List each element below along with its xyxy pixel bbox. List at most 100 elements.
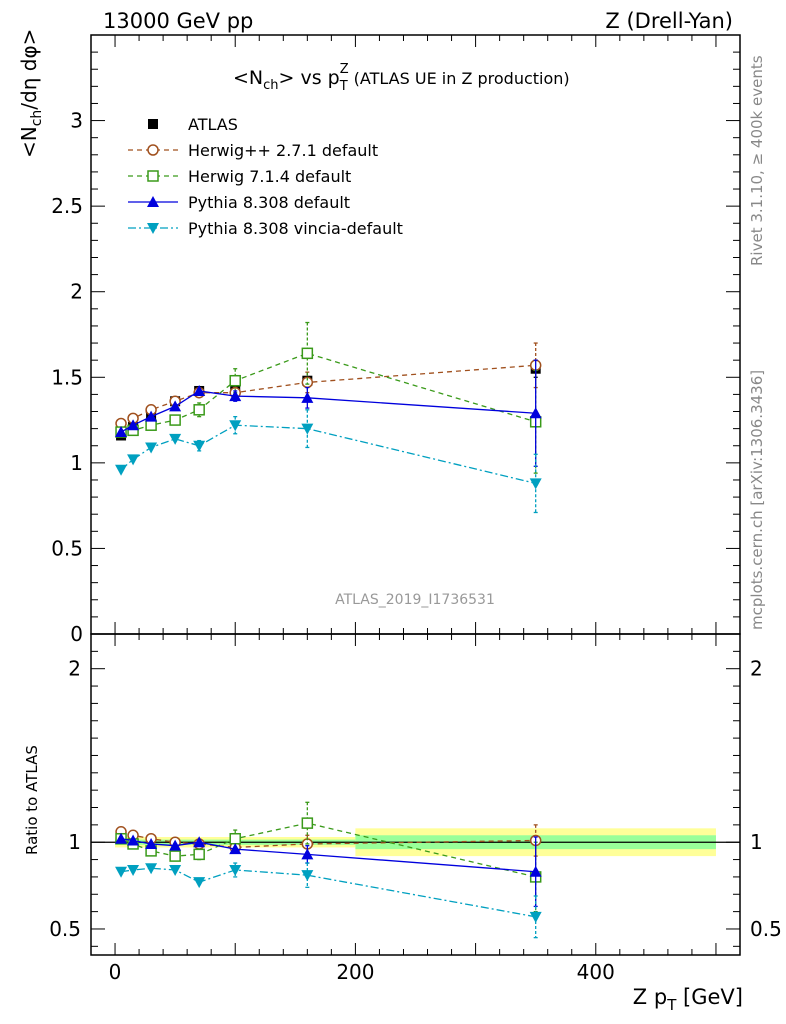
main-point-pythia [169, 400, 182, 412]
ratio-point-herwig7 [193, 848, 205, 861]
ratio-ytick-label-right: 1 [750, 830, 763, 854]
ratio-point-vincia [193, 877, 206, 889]
legend-label-pythia: Pythia 8.308 default [188, 193, 350, 212]
mcplots-label: mcplots.cern.ch [arXiv:1306.3436] [748, 370, 766, 630]
title-part-3: (ATLAS UE in Z production) [349, 69, 570, 88]
main-line-herwigpp [120, 364, 536, 425]
main-point-pythia [193, 384, 206, 396]
ratio-point-vincia [301, 870, 314, 882]
xlabel-sub: T [666, 996, 677, 1014]
ylabel-sub: ch [29, 110, 45, 127]
ratio-ytick-label-right: 2 [750, 657, 763, 681]
ratio-point-vincia [229, 864, 242, 876]
main-line-herwig7 [120, 352, 536, 433]
legend-marker-pythia [147, 196, 159, 207]
main-ytick-label: 0 [70, 622, 83, 646]
ratio-point-vincia [529, 911, 542, 923]
legend-marker-atlas [148, 119, 158, 129]
ratio-xtick-label: 400 [577, 960, 615, 984]
main-point-vincia [145, 442, 158, 454]
main-point-vincia [529, 478, 542, 490]
main-point-herwig7 [145, 419, 157, 431]
ratio-ytick-label: 2 [68, 657, 81, 681]
main-point-pythia [145, 410, 158, 422]
legend-label-herwig7: Herwig 7.1.4 default [188, 167, 351, 186]
main-point-herwig7 [169, 414, 181, 426]
main-point-herwig7 [193, 404, 205, 416]
ratio-point-vincia [127, 864, 140, 876]
rivet-label: Rivet 3.1.10, ≥ 400k events [748, 55, 766, 266]
ratio-point-pythia [229, 843, 242, 855]
ratio-point-herwig7 [301, 817, 314, 829]
main-point-pythia [127, 419, 140, 431]
main-series-vincia [115, 409, 542, 514]
main-ytick-label: 2.5 [51, 194, 83, 218]
ratio-panel: 0.5 0.5 1 1 2 2 0 200 400 Ratio to ATLAS Z pT [G… [23, 633, 782, 1014]
ratio-ytick-label: 1 [68, 830, 81, 854]
ratio-point-vincia [145, 863, 158, 875]
legend-label-herwigpp: Herwig++ 2.7.1 default [188, 141, 378, 160]
main-point-pythia [301, 391, 314, 403]
ratio-point-pythia [193, 836, 206, 848]
main-point-pythia [229, 390, 242, 402]
title-sub-2: T [339, 79, 348, 94]
ratio-ytick-label: 0.5 [49, 917, 81, 941]
main-point-herwig7 [301, 347, 314, 360]
main-point-vincia [169, 433, 182, 445]
ratio-point-pythia [169, 839, 182, 851]
ratio-point-herwig7 [229, 832, 241, 845]
ratio-frame [90, 633, 741, 956]
ratio-point-pythia [301, 848, 314, 860]
ratio-point-pythia [127, 834, 140, 846]
ratio-line-herwig7 [120, 822, 536, 878]
legend-marker-vincia [147, 223, 159, 234]
ratio-xtick-label: 200 [336, 960, 374, 984]
ratio-line-herwigpp [120, 831, 536, 849]
ratio-series-pythia [115, 832, 542, 908]
main-series-pythia [115, 359, 542, 467]
main-point-pythia [529, 407, 542, 419]
ratio-plot-area: 0.5 0.5 1 1 2 2 0 200 400 [49, 633, 782, 984]
header-right: Z (Drell-Yan) [605, 9, 733, 33]
main-ytick-label: 0.5 [51, 536, 83, 560]
main-point-vincia [301, 423, 314, 435]
ratio-ytick-label-right: 0.5 [750, 917, 782, 941]
ratio-point-pythia [145, 837, 158, 849]
main-point-vincia [229, 420, 242, 432]
legend: ATLAS Herwig++ 2.7.1 default Herwig 7.1.4 … [128, 115, 403, 238]
ratio-point-herwig7 [169, 850, 181, 862]
ratio-ylabel: Ratio to ATLAS [23, 745, 41, 855]
main-ytick-label: 1 [70, 451, 83, 475]
x-axis-label: Z pT [GeV] [633, 985, 743, 1014]
main-panel: 00.511.522.53 ATLAS_2019_I1736531 <Nch> … [17, 29, 741, 646]
main-ylabel: <Nch/dη dφ> [17, 29, 45, 158]
ratio-series-vincia [115, 862, 542, 939]
header-left: 13000 GeV pp [103, 9, 253, 33]
main-line-vincia [120, 424, 536, 485]
ratio-point-pythia [529, 865, 542, 877]
xlabel-part-1: Z p [633, 985, 667, 1009]
title-part-1: <N [233, 67, 263, 89]
legend-marker-herwig7 [147, 170, 159, 182]
main-point-herwig7 [229, 374, 241, 387]
ratio-xtick-label: 0 [109, 960, 122, 984]
title-sup-2: Z [340, 62, 349, 77]
legend-label-vincia: Pythia 8.308 vincia-default [188, 219, 403, 238]
ratio-series-herwig7 [115, 801, 542, 913]
ratio-point-pythia [115, 832, 128, 844]
ylabel-part-2: /dη dφ> [17, 29, 41, 110]
ylabel-part-1: <N [17, 126, 41, 158]
legend-label-atlas: ATLAS [188, 115, 238, 134]
main-title: <Nch> vs pTZ (ATLAS UE in Z production) [233, 62, 570, 94]
main-line-pythia [120, 390, 536, 433]
xlabel-part-2: [GeV] [676, 985, 743, 1009]
main-ytick-label: 2 [70, 280, 83, 304]
main-point-pythia [115, 426, 128, 438]
ratio-point-vincia [115, 866, 128, 878]
watermark: ATLAS_2019_I1736531 [335, 592, 495, 608]
ratio-line-vincia [120, 867, 536, 918]
title-sub-1: ch [263, 78, 278, 93]
main-point-vincia [115, 464, 128, 476]
main-point-vincia [193, 440, 206, 452]
